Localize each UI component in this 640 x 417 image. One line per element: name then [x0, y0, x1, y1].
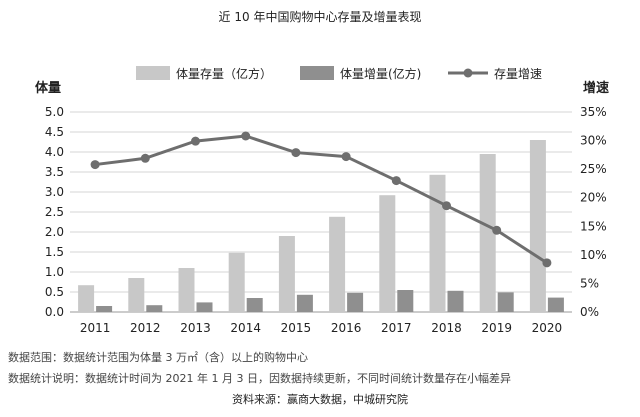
x-tick-label: 2017 [381, 321, 412, 335]
bar-increment [246, 298, 263, 312]
bar-stock [178, 268, 195, 312]
growth-point [391, 176, 401, 186]
y-left-tick-label: 5.0 [45, 105, 64, 119]
bar-increment [146, 305, 163, 312]
bar-stock [529, 140, 546, 312]
bar-increment [296, 294, 313, 312]
bar-stock [278, 236, 295, 312]
bar-stock [329, 216, 346, 312]
y-left-tick-label: 3.5 [45, 165, 64, 179]
bar-stock [479, 154, 496, 312]
y-left-tick-label: 4.0 [45, 145, 64, 159]
legend-label-increment: 体量增量(亿方) [340, 66, 421, 81]
bar-increment [96, 306, 113, 312]
legend-swatch-stock [136, 66, 170, 80]
x-tick-label: 2016 [331, 321, 362, 335]
y-left-tick-label: 0.5 [45, 285, 64, 299]
growth-point [191, 136, 200, 146]
x-tick-label: 2013 [180, 321, 211, 335]
x-tick-label: 2020 [532, 321, 563, 335]
y-right-tick-label: 15% [580, 219, 607, 233]
legend-marker-growth [463, 68, 473, 78]
y-right-tick-label: 20% [580, 191, 607, 205]
bar-stock [78, 285, 95, 312]
growth-point [291, 148, 301, 158]
data-explanation-note: 数据统计说明：数据统计时间为 2021 年 1 月 3 日，因数据持续更新，不同… [8, 372, 511, 385]
growth-point [90, 160, 100, 170]
bar-increment [547, 297, 564, 312]
x-tick-label: 2018 [431, 321, 462, 335]
bar-stock [429, 174, 446, 312]
y-left-tick-label: 2.5 [45, 205, 64, 219]
bar-increment [447, 290, 464, 312]
growth-point [341, 152, 351, 162]
legend-label-stock: 体量存量（亿方） [176, 66, 272, 81]
bar-increment [497, 292, 514, 312]
growth-point [241, 131, 251, 141]
y-right-tick-label: 10% [580, 248, 607, 262]
y-right-tick-label: 30% [580, 134, 607, 148]
x-tick-label: 2012 [130, 321, 161, 335]
legend-label-growth: 存量增速 [494, 67, 542, 81]
x-tick-label: 2019 [481, 321, 512, 335]
chart-title: 近 10 年中国购物中心存量及增量表现 [218, 10, 422, 24]
y-right-axis-label: 增速 [583, 80, 609, 96]
growth-point [442, 201, 451, 211]
y-left-tick-label: 1.0 [45, 265, 64, 279]
bar-stock [379, 195, 396, 312]
x-tick-label: 2014 [230, 321, 261, 335]
y-right-tick-label: 5% [580, 276, 599, 290]
y-left-axis-label: 体量 [35, 80, 61, 96]
growth-line [94, 134, 548, 265]
bar-increment [397, 290, 414, 312]
x-tick-label: 2015 [281, 321, 312, 335]
bar-increment [347, 292, 364, 312]
y-left-tick-label: 1.5 [45, 245, 64, 259]
x-tick-label: 2011 [80, 321, 111, 335]
y-left-tick-label: 4.5 [45, 125, 64, 139]
y-left-tick-label: 0.0 [45, 305, 64, 319]
bar-stock [128, 278, 145, 312]
growth-point [140, 153, 150, 163]
bar-stock [228, 252, 245, 312]
y-right-tick-label: 35% [580, 105, 607, 119]
growth-point [492, 225, 502, 235]
data-range-note: 数据范围：数据统计范围为体量 3 万㎡（含）以上的购物中心 [8, 351, 308, 364]
source-note: 资料来源：赢商大数据，中城研究院 [232, 393, 408, 406]
growth-point [542, 258, 552, 268]
y-right-tick-label: 25% [580, 162, 607, 176]
y-left-tick-label: 3.0 [45, 185, 64, 199]
y-right-tick-label: 0% [580, 305, 599, 319]
bar-increment [196, 302, 213, 312]
y-left-tick-label: 2.0 [45, 225, 64, 239]
legend-swatch-increment [300, 66, 334, 80]
